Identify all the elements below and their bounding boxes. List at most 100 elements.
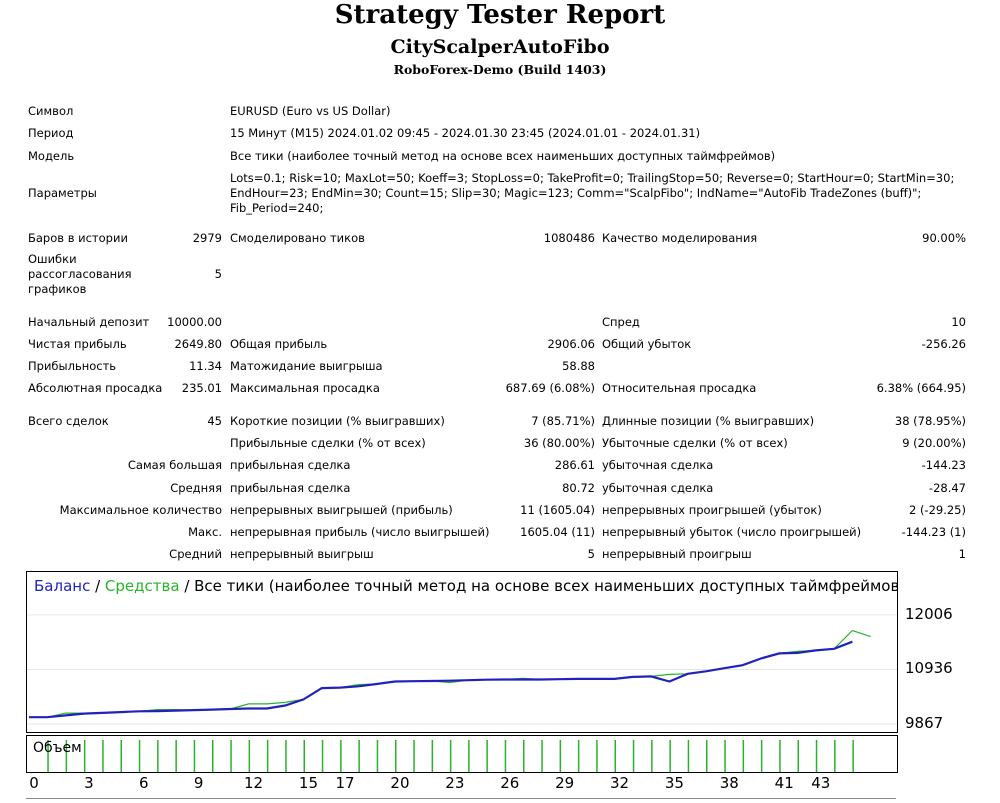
short-positions-label: Короткие позиции (% выигравших) — [230, 414, 445, 428]
max-count-losses-value: 2 (-29.25) — [908, 503, 966, 517]
volume-bar — [138, 740, 141, 772]
volume-bar — [248, 740, 251, 772]
bars-label: Баров в истории — [28, 231, 128, 245]
volume-bar — [230, 740, 232, 772]
expert-name: CityScalperAutoFibo — [390, 36, 610, 58]
volume-bar — [614, 740, 616, 772]
max-drawdown-label: Максимальная просадка — [230, 381, 380, 395]
balance-chart: Баланс / Средства / Все тики (наиболее т… — [26, 571, 898, 733]
max-cons-profit-label: непрерывная прибыль (число выигрышей) — [230, 525, 490, 539]
avg-profit-label: прибыльная сделка — [230, 481, 351, 495]
volume-bar — [157, 740, 159, 772]
volume-bar — [577, 740, 580, 772]
volume-bar — [815, 740, 818, 772]
y-tick-label: 9867 — [905, 714, 944, 732]
x-tick-label: 23 — [445, 774, 465, 792]
volume-bar — [413, 740, 415, 772]
legend-equity: Средства — [104, 577, 180, 595]
profit-factor-value: 11.34 — [189, 359, 222, 373]
period-value: 15 Минут (M15) 2024.01.02 09:45 - 2024.0… — [230, 126, 701, 140]
volume-label: Объем — [33, 740, 82, 756]
volume-bar — [797, 740, 799, 772]
volume-bar — [212, 740, 214, 772]
volume-bar — [852, 740, 854, 772]
volume-bar — [285, 740, 287, 772]
quality-label: Качество моделирования — [602, 231, 758, 245]
expected-payoff-value: 58.88 — [562, 359, 595, 373]
volume-bar — [523, 740, 525, 772]
net-profit-value: 2649.80 — [174, 337, 222, 351]
avg-cons-losses-label: непрерывный проигрыш — [602, 547, 752, 561]
params-line-1: Lots=0.1; Risk=10; MaxLot=50; Koeff=3; S… — [230, 171, 955, 185]
largest-profit-value: 286.61 — [554, 458, 595, 472]
volume-bar — [687, 740, 690, 772]
net-profit-label: Чистая прибыль — [28, 337, 127, 351]
symbol-label: Символ — [28, 104, 74, 118]
y-tick-label: 12006 — [905, 604, 953, 623]
rel-drawdown-value: 6.38% (664.95) — [876, 381, 966, 395]
gross-loss-label: Общий убыток — [602, 337, 692, 351]
x-tick-label: 38 — [719, 774, 739, 792]
volume-bar — [376, 740, 379, 772]
server-name: RoboForex-Demo (Build 1403) — [393, 62, 607, 77]
avg-cons-wins-value: 5 — [587, 547, 595, 561]
largest-profit-label: прибыльная сделка — [230, 458, 351, 472]
errors-label-1: Ошибки — [28, 252, 77, 266]
volume-bar — [468, 740, 470, 772]
max-count-wins-value: 11 (1605.04) — [520, 503, 595, 517]
volume-bar — [102, 740, 104, 772]
max-cons-loss-value: -144.23 (1) — [901, 525, 966, 539]
quality-value: 90.00% — [922, 231, 966, 245]
deposit-label: Начальный депозит — [28, 315, 150, 329]
volume-bar — [47, 740, 49, 772]
params-label: Параметры — [28, 186, 97, 200]
volume-bar — [395, 740, 397, 772]
x-tick-label: 15 — [298, 774, 318, 792]
volume-bar — [504, 740, 507, 772]
volume-bar — [193, 740, 196, 772]
legend-separator: / — [90, 577, 105, 595]
rel-drawdown-label: Относительная просадка — [602, 381, 757, 395]
volume-bar — [120, 740, 122, 772]
max-count-wins-label: непрерывных выигрышей (прибыль) — [230, 503, 453, 517]
errors-label-3: графиков — [28, 282, 87, 296]
profit-factor-label: Прибыльность — [28, 359, 117, 373]
deposit-value: 10000.00 — [167, 315, 222, 329]
volume-bar — [559, 740, 562, 772]
volume-bar — [541, 740, 543, 772]
x-tick-label: 3 — [84, 774, 94, 792]
volume-bar — [742, 740, 745, 772]
spread-label: Спред — [602, 315, 640, 329]
volume-chart-svg — [47, 740, 854, 772]
legend-model: / Все тики (наиболее точный метод на осн… — [179, 577, 898, 595]
volume-bar — [486, 740, 488, 772]
spread-value: 10 — [951, 315, 966, 329]
volume-bar — [632, 740, 635, 772]
largest-loss-value: -144.23 — [921, 458, 966, 472]
total-trades-label: Всего сделок — [28, 414, 109, 428]
max-count-losses-label: непрерывных проигрышей (убыток) — [602, 503, 822, 517]
x-tick-label: 43 — [811, 774, 831, 792]
balance-line — [29, 640, 853, 719]
abs-drawdown-label: Абсолютная просадка — [28, 381, 163, 395]
y-tick-label: 10936 — [905, 659, 953, 678]
loss-trades-label: Убыточные сделки (% от всех) — [602, 436, 788, 450]
params-line-3: Fib_Period=240; — [230, 201, 324, 215]
average-label: Средняя — [170, 481, 222, 495]
volume-bar — [651, 740, 653, 772]
volume-bar — [303, 740, 305, 772]
expected-payoff-label: Матожидание выигрыша — [230, 359, 383, 373]
params-line-2: EndHour=23; EndMin=30; Count=15; Slip=30… — [230, 186, 922, 200]
max-cons-loss-label: непрерывный убыток (число проигрышей) — [602, 525, 862, 539]
largest-label: Самая большая — [127, 458, 222, 472]
period-label: Период — [28, 126, 74, 140]
legend-balance: Баланс — [34, 577, 91, 595]
gross-loss-value: -256.26 — [921, 337, 966, 351]
volume-bar — [706, 740, 708, 772]
x-tick-label: 41 — [774, 774, 794, 792]
volume-bar — [83, 740, 86, 772]
long-positions-value: 38 (78.95%) — [894, 414, 966, 428]
volume-bar — [358, 740, 360, 772]
volume-bar — [779, 740, 781, 772]
x-tick-label: 35 — [664, 774, 684, 792]
